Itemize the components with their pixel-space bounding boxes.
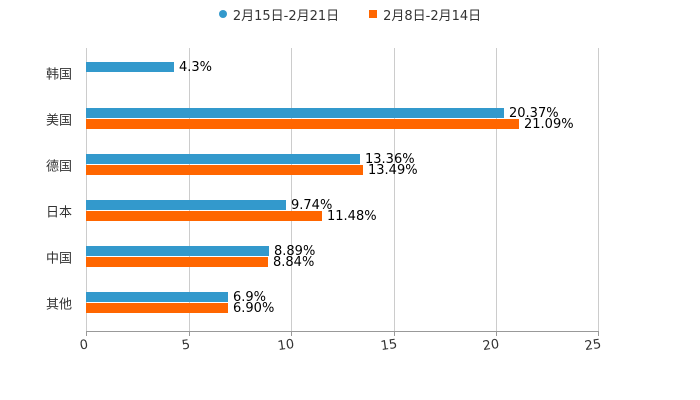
chart-legend: 2月15日-2月21日 2月8日-2月14日 bbox=[0, 4, 700, 24]
square-marker-icon bbox=[369, 10, 378, 18]
gridline bbox=[598, 48, 599, 332]
gridline bbox=[189, 48, 190, 332]
bar-germany-week2[interactable] bbox=[86, 154, 360, 164]
x-tick-label: 5 bbox=[180, 337, 192, 354]
category-label-usa: 美国 bbox=[46, 113, 73, 129]
gridline bbox=[291, 48, 292, 332]
x-tick-label: 0 bbox=[78, 337, 90, 354]
value-label: 6.90% bbox=[233, 301, 275, 316]
category-label-other: 其他 bbox=[46, 297, 73, 313]
x-tick bbox=[394, 332, 395, 336]
value-label: 11.48% bbox=[327, 209, 377, 224]
value-label: 21.09% bbox=[524, 117, 574, 132]
x-tick bbox=[189, 332, 190, 336]
x-tick-label: 25 bbox=[583, 336, 603, 355]
bar-germany-week1[interactable] bbox=[86, 165, 363, 175]
legend-item-series-2[interactable]: 2月8日-2月14日 bbox=[369, 4, 481, 24]
x-tick bbox=[598, 332, 599, 336]
x-tick-label: 10 bbox=[276, 336, 296, 355]
gridline bbox=[86, 48, 87, 332]
x-tick bbox=[291, 332, 292, 336]
x-tick-label: 20 bbox=[481, 336, 501, 355]
legend-label: 2月15日-2月21日 bbox=[232, 8, 340, 24]
gridline bbox=[394, 48, 395, 332]
x-axis-line bbox=[86, 331, 599, 332]
legend-item-series-1[interactable]: 2月15日-2月21日 bbox=[218, 4, 340, 24]
value-label: 9.74% bbox=[291, 198, 333, 213]
category-label-germany: 德国 bbox=[46, 159, 73, 175]
bar-china-week2[interactable] bbox=[86, 246, 269, 256]
bar-other-week2[interactable] bbox=[86, 292, 228, 302]
gridline bbox=[496, 48, 497, 332]
bar-japan-week1[interactable] bbox=[86, 211, 322, 221]
x-tick-label: 15 bbox=[379, 336, 399, 355]
value-label: 4.3% bbox=[179, 60, 213, 75]
value-label: 6.9% bbox=[233, 290, 267, 305]
circle-marker-icon bbox=[218, 10, 227, 18]
bar-china-week1[interactable] bbox=[86, 257, 268, 267]
x-tick bbox=[496, 332, 497, 336]
bar-korea-week2[interactable] bbox=[86, 62, 174, 72]
category-label-japan: 日本 bbox=[46, 205, 73, 221]
bar-other-week1[interactable] bbox=[86, 303, 228, 313]
value-label: 8.84% bbox=[273, 255, 315, 270]
value-label: 13.36% bbox=[365, 152, 415, 167]
legend-label: 2月8日-2月14日 bbox=[383, 8, 482, 24]
plot-area bbox=[86, 48, 599, 336]
value-label: 20.37% bbox=[509, 106, 559, 121]
bar-usa-week2[interactable] bbox=[86, 108, 504, 118]
category-label-korea: 韩国 bbox=[46, 67, 73, 83]
bar-usa-week1[interactable] bbox=[86, 119, 519, 129]
bar-japan-week2[interactable] bbox=[86, 200, 286, 210]
value-label: 8.89% bbox=[274, 244, 316, 259]
value-label: 13.49% bbox=[368, 163, 418, 178]
category-label-china: 中国 bbox=[46, 251, 73, 267]
x-tick bbox=[86, 332, 87, 336]
